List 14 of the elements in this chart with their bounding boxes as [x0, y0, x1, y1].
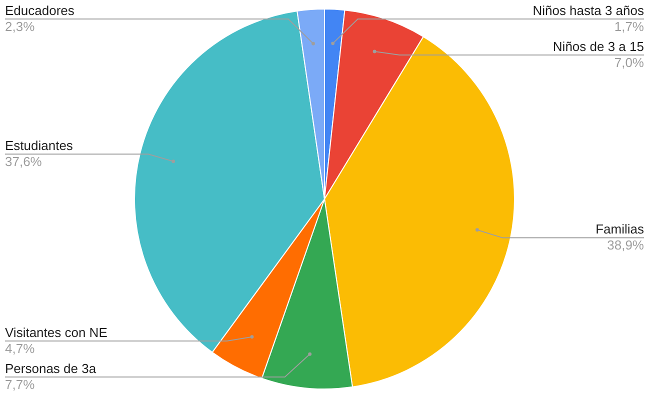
data-label: 4,7% [5, 341, 36, 356]
slice-label: Niños de 3 a 15 [552, 39, 644, 54]
data-label: 38,9% [607, 238, 644, 253]
data-label: 37,6% [5, 154, 42, 170]
slice-label: Estudiantes [5, 138, 74, 154]
data-label: 2,3% [5, 19, 36, 34]
slice-label: Familias [596, 222, 644, 237]
slice-label: Educadores [5, 3, 75, 18]
data-label: 7,7% [5, 377, 36, 392]
data-label: 7,0% [614, 55, 644, 70]
data-label: 1,7% [614, 19, 644, 34]
slice-label: Personas de 3a [5, 361, 97, 376]
slice-label: Visitantes con NE [5, 325, 108, 340]
slice-label: Niños hasta 3 años [532, 3, 644, 18]
